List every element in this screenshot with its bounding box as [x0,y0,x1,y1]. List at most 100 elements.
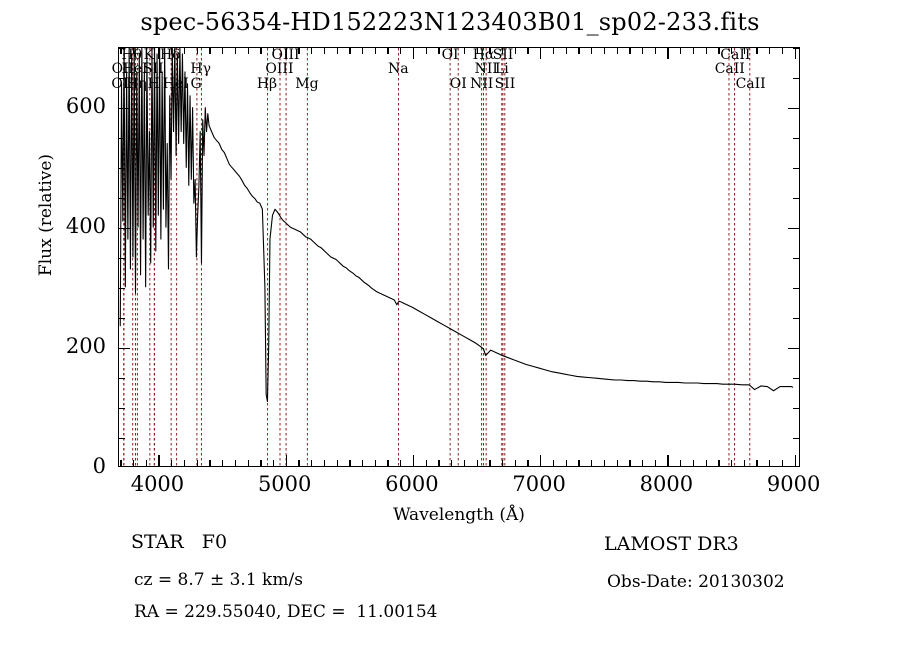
y-tick-right [793,168,799,170]
x-tick-top [794,48,796,59]
x-tick [400,460,402,466]
x-tick-top [132,48,135,54]
y-tick-right [793,198,799,200]
x-tick-top [171,48,173,54]
x-tick [743,460,746,466]
x-tick-top [120,48,122,54]
x-tick [463,460,466,466]
x-tick-top [540,48,542,59]
y-tick-label: 400 [65,214,106,238]
x-tick [336,460,338,466]
x-tick-label: 9000 [766,472,821,496]
y-tick-label: 600 [65,94,106,118]
x-tick [145,460,148,466]
x-tick [654,460,656,466]
x-tick [629,460,631,466]
y-tick-right [793,318,799,320]
x-tick [718,460,720,466]
x-tick [603,460,606,466]
x-tick-label: 6000 [385,472,439,496]
x-tick [132,460,135,466]
x-tick [311,460,313,466]
y-tick-right [793,288,799,290]
x-tick-top [438,48,440,54]
x-tick [552,460,555,466]
x-tick [781,460,784,466]
x-tick-top [209,48,211,54]
x-tick-top [451,48,453,54]
x-tick-top [781,48,784,54]
x-tick [527,460,529,466]
x-tick-top [183,48,186,54]
x-tick [323,460,326,466]
x-tick-top [145,48,148,54]
line-marker-layer [124,48,750,466]
x-tick [285,455,287,466]
x-tick [298,460,300,466]
x-tick-top [222,48,224,54]
y-tick [119,168,125,170]
obs-date-text: Obs-Date: 20130302 [607,572,785,592]
y-tick-label: 0 [92,454,106,478]
x-tick [591,460,593,466]
x-axis-title: Wavelength (Å) [393,505,525,525]
x-tick-top [743,48,746,54]
x-tick [425,460,427,466]
x-tick [374,460,377,466]
x-tick-top [400,48,402,54]
x-tick-top [629,48,631,54]
x-tick [272,460,275,466]
x-tick-top [680,48,682,54]
x-tick-top [641,48,644,54]
x-tick-top [311,48,313,54]
x-tick-top [362,48,364,54]
x-tick-top [578,48,580,54]
y-tick [119,378,125,380]
y-tick [119,78,125,80]
y-tick [119,348,130,350]
y-tick-right [793,378,799,380]
x-tick-top [260,48,262,54]
x-tick-top [552,48,555,54]
y-tick [119,48,125,50]
x-tick [196,460,198,466]
x-tick-top [412,48,415,59]
x-tick-top [463,48,466,54]
y-tick [119,258,125,260]
x-tick [731,460,733,466]
y-tick [119,438,125,440]
x-tick [565,460,567,466]
spectrum-canvas [119,48,799,466]
x-tick-top [527,48,529,54]
x-tick [489,460,491,466]
x-tick [387,460,389,466]
x-tick-top [667,48,669,59]
x-tick [680,460,682,466]
x-tick [412,455,415,466]
redshift-text: cz = 8.7 ± 3.1 km/s [134,570,303,590]
x-tick [158,455,160,466]
x-tick [476,460,478,466]
object-type-text: STAR F0 [131,531,228,553]
x-tick [209,460,211,466]
x-tick [349,460,351,466]
y-axis-title: Flux (relative) [36,153,56,277]
x-tick-top [489,48,491,54]
x-tick [769,460,771,466]
x-tick-top [323,48,326,54]
x-tick [234,460,237,466]
x-tick [362,460,364,466]
x-tick [247,460,249,466]
plot-frame [118,47,800,467]
page-title: spec-56354-HD152223N123403B01_sp02-233.f… [140,8,760,36]
x-tick-top [705,48,707,54]
y-tick [119,288,125,290]
x-tick-top [285,48,287,59]
x-tick-top [234,48,237,54]
x-tick-top [298,48,300,54]
x-tick [260,460,262,466]
x-tick [438,460,440,466]
x-tick [451,460,453,466]
x-tick-top [756,48,758,54]
